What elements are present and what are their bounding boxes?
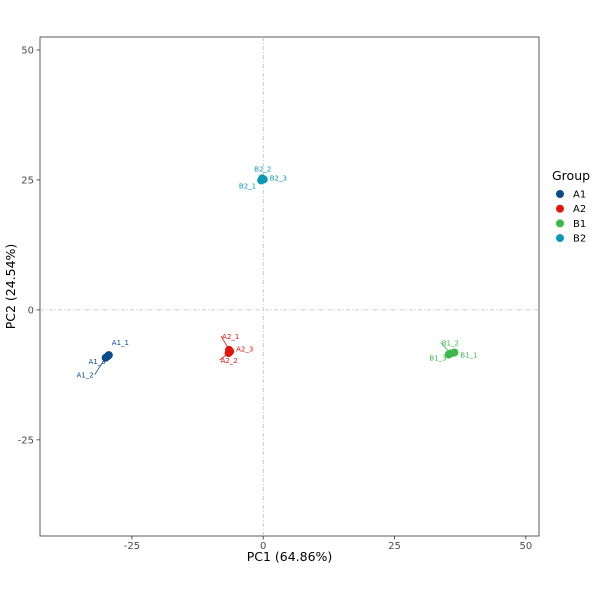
x-tick-label: 25 (388, 541, 401, 552)
point-label-a1-2: A1_2 (76, 372, 93, 380)
series-b2: B2_1 B2_2B2_3 (239, 165, 287, 190)
data-points: A1_1 A1_2 A1_3 A2_1 A2_2 A2_3 B1_1B1_2 B1_3 B2_1… (76, 165, 477, 379)
legend-label-a2: A2 (573, 204, 586, 215)
legend-item-a1: A1 (556, 190, 586, 201)
point-label-b2-2: B2_2 (254, 165, 271, 173)
series-a2: A2_1 A2_2 A2_3 (219, 333, 253, 365)
point-label-a2-1: A2_1 (222, 333, 239, 341)
point-label-b2-1: B2_1 (239, 182, 256, 190)
x-tick-label: 50 (520, 541, 533, 552)
legend-item-b1: B1 (556, 219, 586, 230)
legend-title: Group (552, 168, 590, 183)
legend-key-b1 (556, 219, 564, 228)
legend-label-b1: B1 (573, 219, 586, 230)
legend-label-a1: A1 (573, 190, 586, 201)
data-point-b2-3 (259, 175, 268, 184)
y-axis-title: PC2 (24.54%) (3, 244, 18, 330)
point-label-b2-3: B2_3 (270, 174, 287, 182)
plot-panel (39, 36, 540, 537)
legend-label-b2: B2 (573, 234, 586, 245)
y-tick-label: 50 (21, 45, 34, 56)
point-label-b1-2: B1_2 (442, 340, 459, 348)
legend-item-a2: A2 (556, 204, 586, 215)
x-tick-label: 0 (260, 541, 266, 552)
point-label-b1-3: B1_3 (429, 355, 446, 363)
y-tick-label: 0 (28, 305, 34, 316)
point-label-a1-1: A1_1 (112, 339, 129, 347)
point-label-a2-3: A2_3 (236, 345, 253, 353)
legend: Group A1 A2 B1 B2 (552, 168, 590, 245)
series-b1: B1_1B1_2 B1_3 (429, 340, 477, 363)
series-a1: A1_1 A1_2 A1_3 (76, 339, 129, 380)
x-tick-label: -25 (124, 541, 140, 552)
point-label-a2-2: A2_2 (221, 357, 238, 365)
data-point-a2-3 (226, 347, 235, 356)
data-point-a1-3 (103, 352, 112, 361)
data-point-b1-3 (444, 350, 453, 359)
y-tick-label: -25 (18, 435, 34, 446)
y-axis-ticks: -25 0 25 50 (18, 45, 40, 446)
legend-key-a2 (556, 204, 564, 213)
legend-item-b2: B2 (556, 234, 586, 245)
point-label-a1-3: A1_3 (89, 358, 106, 366)
legend-key-a1 (556, 190, 564, 198)
x-axis-title: PC1 (64.86%) (247, 549, 333, 564)
x-axis-ticks: -25 0 25 50 (124, 536, 532, 552)
point-label-b1-1: B1_1 (460, 352, 477, 360)
y-tick-label: 25 (21, 175, 34, 186)
legend-key-b2 (556, 234, 564, 243)
